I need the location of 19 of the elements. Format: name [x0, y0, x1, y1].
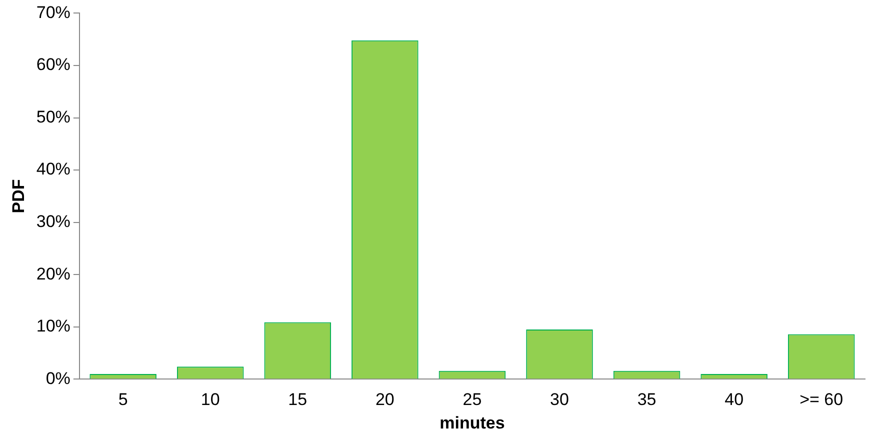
- y-tick-label: 50%: [36, 107, 70, 126]
- x-tick-label: 40: [724, 390, 744, 410]
- y-tick-label: 0%: [46, 368, 70, 388]
- x-tick-label: 35: [637, 390, 656, 410]
- x-tick-label: 30: [550, 390, 569, 410]
- x-tick-label: 15: [288, 390, 308, 410]
- x-tick-label: 20: [375, 390, 394, 410]
- y-tick-label: 70%: [36, 2, 70, 22]
- y-tick-label: 20%: [36, 264, 70, 284]
- y-tick-label: 60%: [36, 55, 70, 74]
- x-tick-label: >= 60: [800, 390, 844, 410]
- y-tick-label: 30%: [36, 212, 70, 232]
- x-tick-label: 10: [200, 390, 220, 410]
- x-tick-label: 25: [462, 390, 482, 410]
- x-tick-label: 5: [118, 390, 128, 410]
- x-axis-title: minutes: [440, 413, 505, 432]
- y-tick-label: 40%: [36, 160, 70, 179]
- y-tick-label: 10%: [36, 316, 70, 336]
- y-axis-title: PDF: [8, 179, 28, 214]
